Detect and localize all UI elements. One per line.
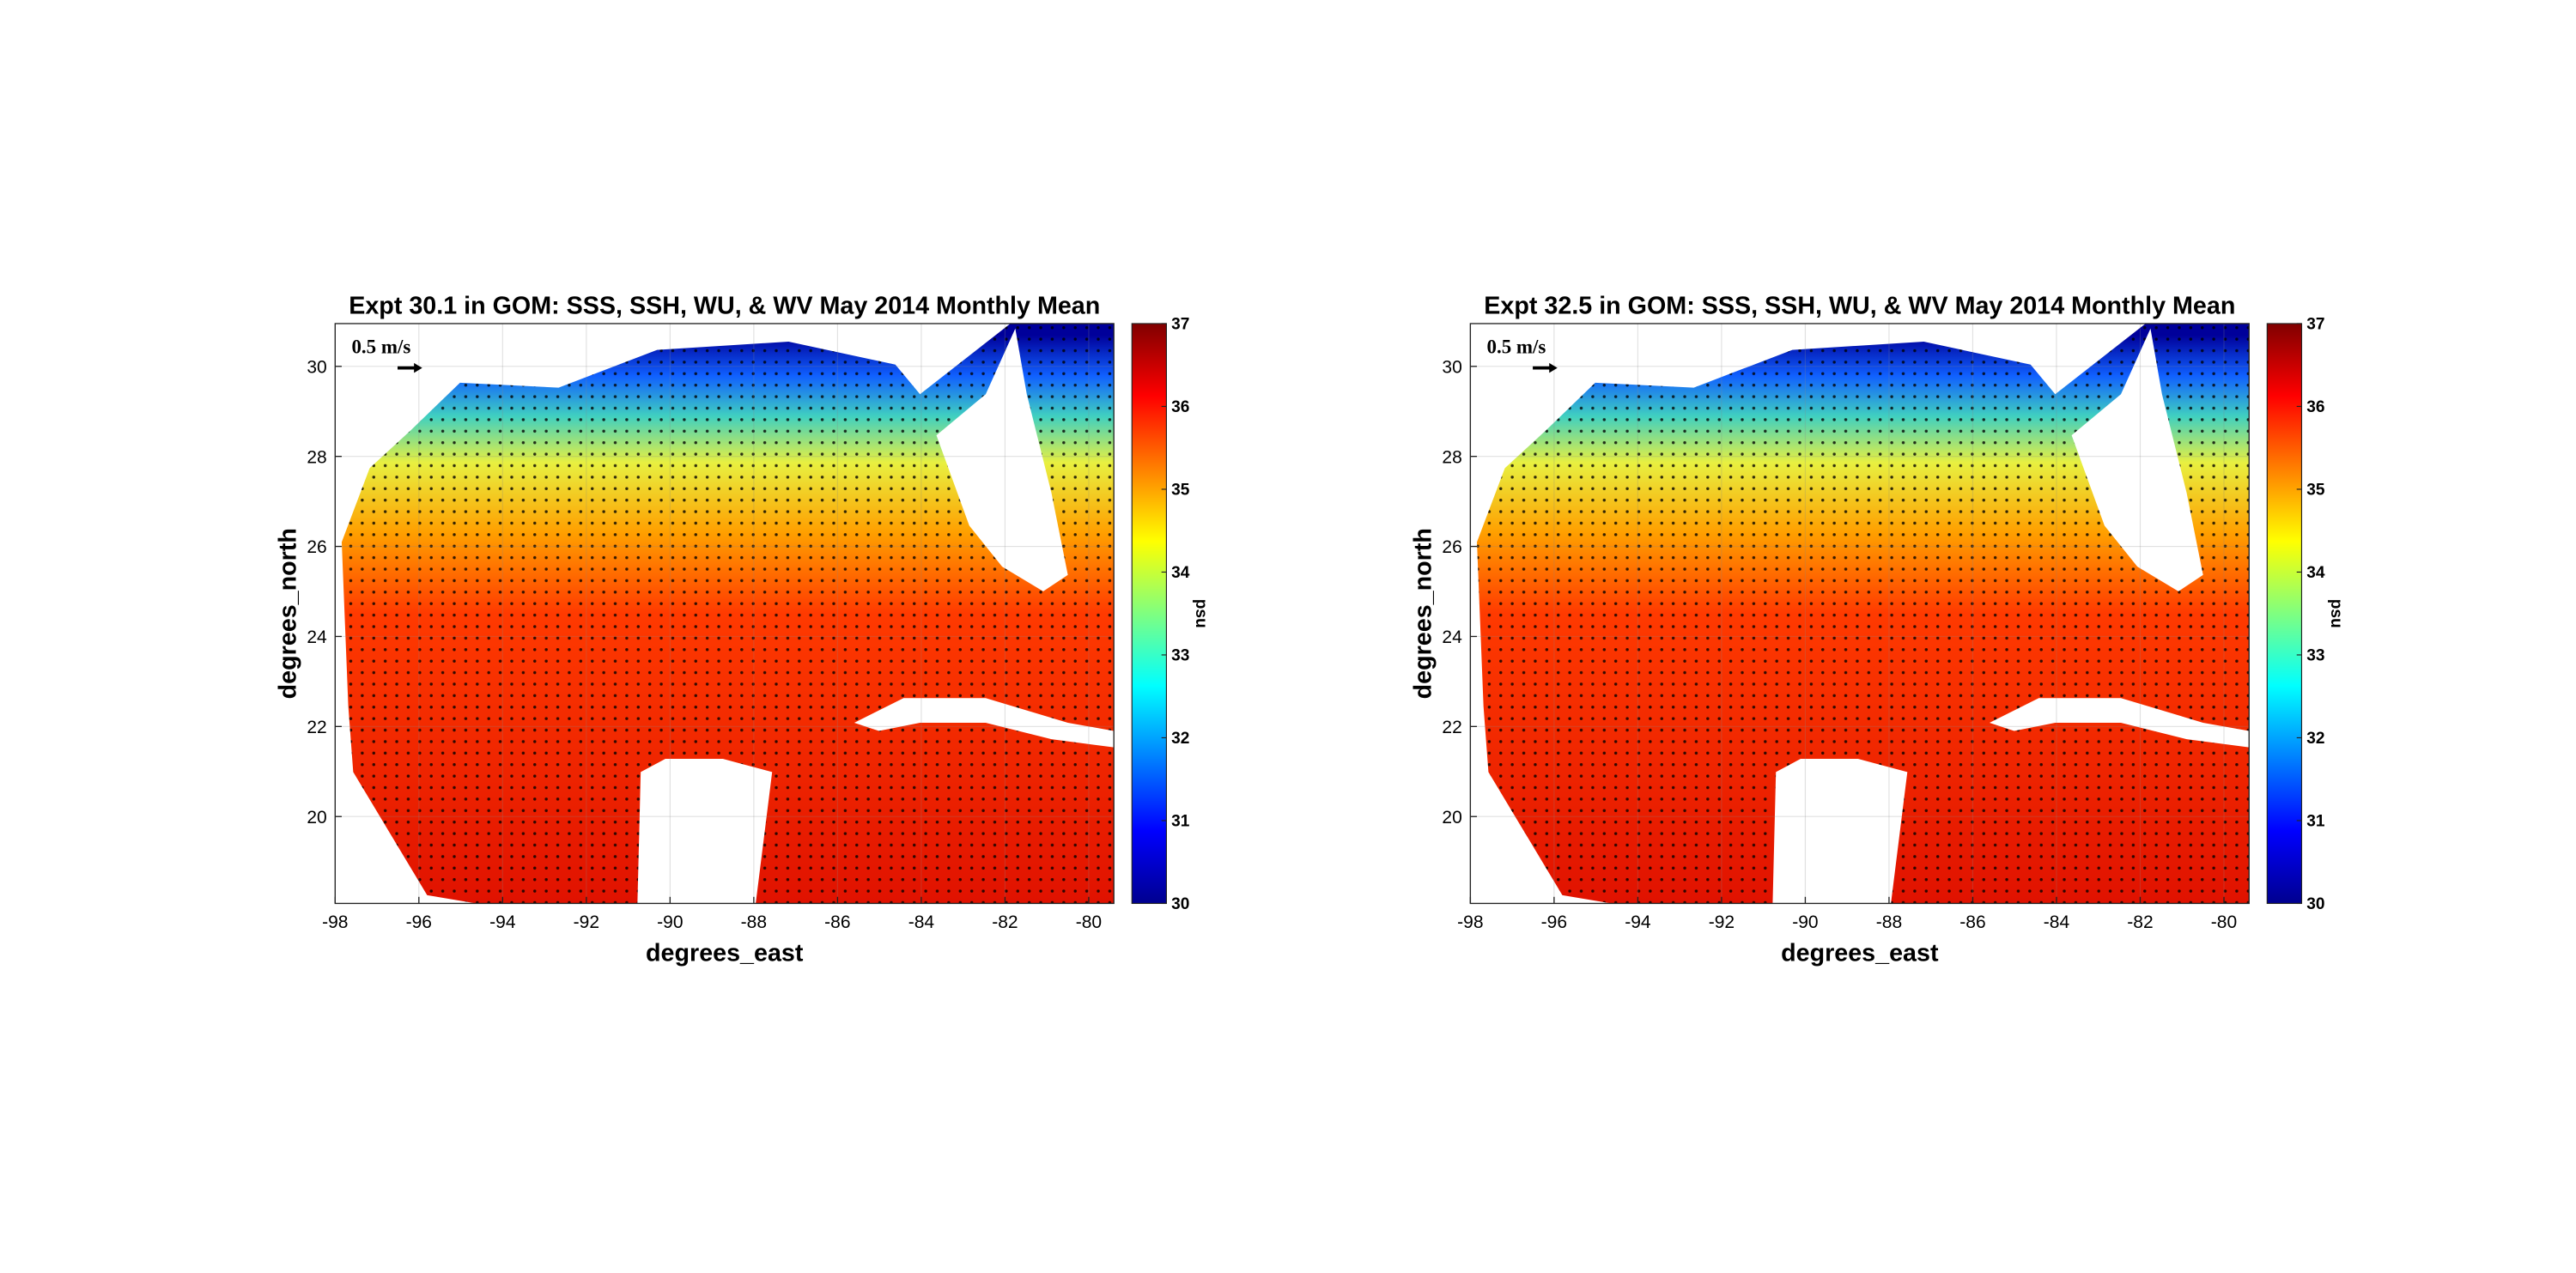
- land: [1989, 698, 2250, 748]
- y-tick-label: 26: [307, 537, 326, 557]
- x-tick-label: -96: [1541, 912, 1567, 932]
- quiver-key-label: 0.5 m/s: [1487, 336, 1546, 357]
- chart-title: Expt 30.1 in GOM: SSS, SSH, WU, & WV May…: [349, 292, 1100, 319]
- y-tick-label: 30: [307, 357, 326, 377]
- colorbar-tick-label: 36: [2306, 398, 2324, 416]
- x-tick-label: -82: [992, 912, 1018, 932]
- colorbar-label: psu: [2327, 599, 2345, 628]
- colorbar-tick-label: 33: [1171, 647, 1189, 665]
- colorbar-tick-label: 36: [1171, 398, 1189, 416]
- y-tick-label: 26: [1442, 537, 1461, 557]
- land: [637, 759, 773, 904]
- colorbar-tick-label: 30: [2306, 895, 2324, 913]
- colorbar-tick-label: 37: [1171, 316, 1189, 334]
- land: [854, 698, 1115, 748]
- x-tick-label: -80: [1076, 912, 1102, 932]
- x-tick-label: -90: [1792, 912, 1818, 932]
- colorbar-tick-label: 34: [1171, 564, 1190, 582]
- x-tick-label: -84: [2044, 912, 2070, 932]
- axes-frame: [334, 323, 1115, 905]
- y-tick-label: 24: [307, 627, 327, 647]
- x-tick-label: -84: [908, 912, 935, 932]
- chart-title: Expt 32.5 in GOM: SSS, SSH, WU, & WV May…: [1484, 292, 2235, 319]
- x-tick-label: -96: [406, 912, 432, 932]
- y-tick-label: 30: [1442, 357, 1461, 377]
- quiver-key-label: 0.5 m/s: [351, 336, 410, 357]
- x-tick-label: -86: [1959, 912, 1985, 932]
- x-tick-label: -94: [489, 912, 516, 932]
- velocity-vectors: [1477, 323, 2250, 904]
- land: [1772, 759, 1908, 904]
- colorbar-tick-label: 35: [2306, 482, 2325, 500]
- x-tick-label: -98: [1457, 912, 1483, 932]
- colorbar-tick-label: 31: [1171, 813, 1190, 831]
- axes-frame: [1469, 323, 2250, 905]
- colorbar-label: psu: [1192, 599, 1210, 628]
- x-tick-label: -86: [824, 912, 850, 932]
- x-tick-label: -92: [1709, 912, 1735, 932]
- y-tick-label: 28: [307, 447, 326, 467]
- y-tick-label: 22: [307, 718, 326, 737]
- quiver-key-head: [414, 362, 422, 373]
- colorbar: [1131, 323, 1167, 905]
- colorbar-tick-label: 31: [2306, 813, 2325, 831]
- velocity-vectors: [341, 323, 1115, 904]
- colorbar-tick-label: 35: [1171, 482, 1190, 500]
- land: [2071, 328, 2203, 591]
- y-axis-label: degrees_north: [1409, 528, 1437, 699]
- map-panel: -98 -96 -94 -92 -90 -88 -86 -84 -82 -80 20 22 24 26 28…: [274, 292, 1209, 967]
- colorbar-tick-label: 30: [1171, 895, 1189, 913]
- colorbar-tick-label: 32: [2306, 730, 2324, 748]
- y-tick-label: 22: [1442, 718, 1461, 737]
- x-tick-label: -88: [741, 912, 767, 932]
- x-tick-label: -82: [2127, 912, 2153, 932]
- x-tick-label: -98: [322, 912, 348, 932]
- colorbar-tick-label: 37: [2306, 316, 2324, 334]
- colorbar-tick-label: 32: [1171, 730, 1189, 748]
- y-tick-label: 24: [1442, 627, 1462, 647]
- y-axis-label: degrees_north: [274, 528, 301, 699]
- x-axis-label: degrees_east: [646, 939, 804, 967]
- colorbar: [2266, 323, 2303, 905]
- y-tick-label: 20: [1442, 808, 1461, 827]
- colorbar-tick-label: 33: [2306, 647, 2324, 665]
- x-tick-label: -94: [1625, 912, 1651, 932]
- x-tick-label: -80: [2211, 912, 2237, 932]
- x-tick-label: -92: [574, 912, 599, 932]
- y-tick-label: 28: [1442, 447, 1461, 467]
- x-tick-label: -88: [1876, 912, 1902, 932]
- land: [936, 328, 1068, 591]
- quiver-key-head: [1549, 362, 1558, 373]
- colorbar-tick-label: 34: [2306, 564, 2325, 582]
- map-panel: -98 -96 -94 -92 -90 -88 -86 -84 -82 -80 20 22 24 26 28…: [1409, 292, 2344, 967]
- y-tick-label: 20: [307, 808, 326, 827]
- x-axis-label: degrees_east: [1781, 939, 1939, 967]
- x-tick-label: -90: [657, 912, 683, 932]
